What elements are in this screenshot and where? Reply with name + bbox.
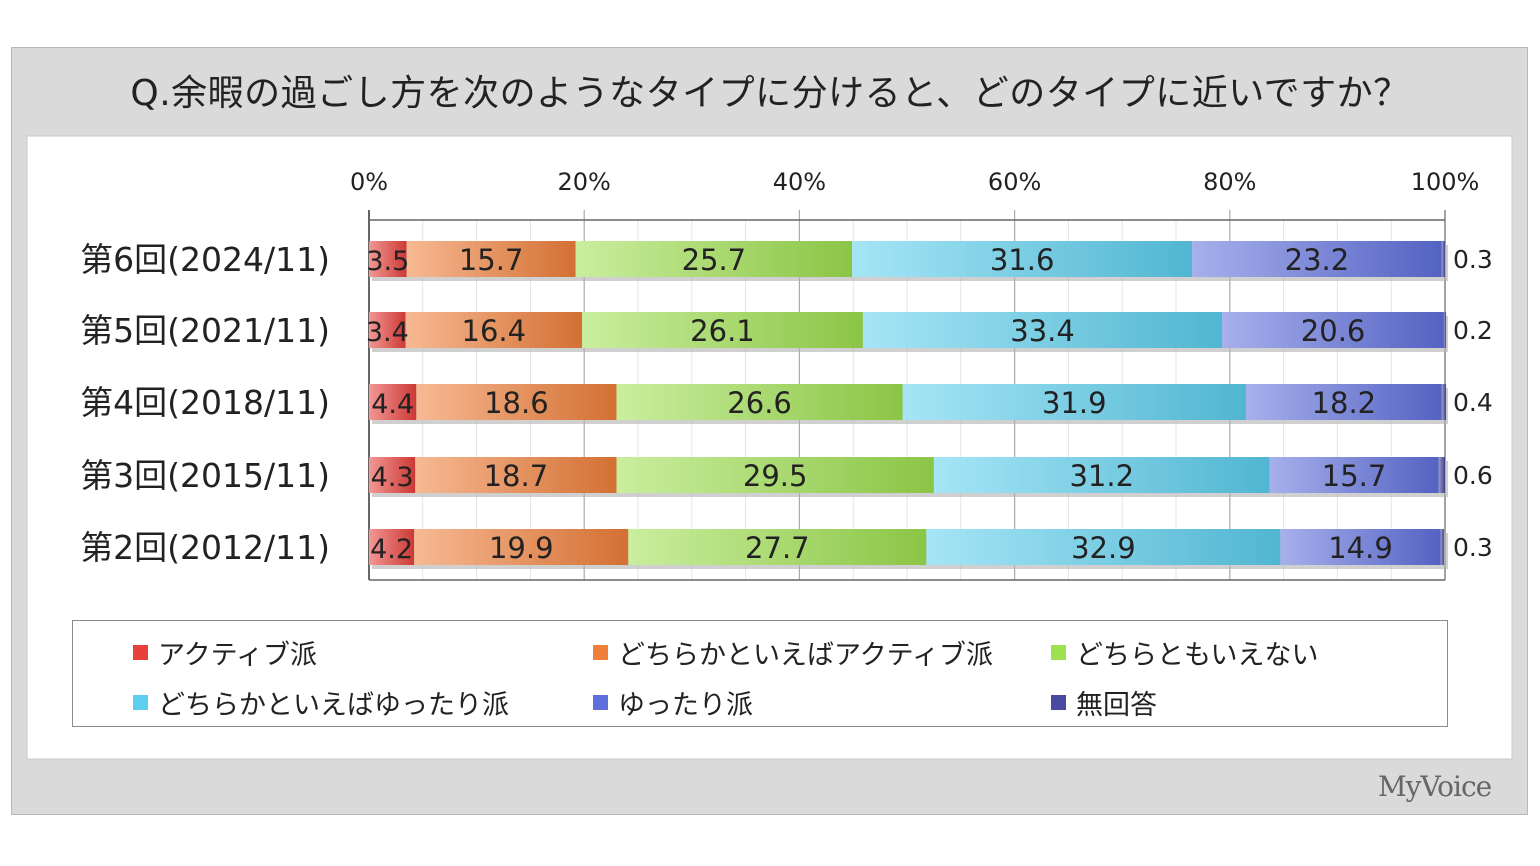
category-label: 第2回(2012/11) bbox=[80, 528, 330, 567]
legend-label: どちらともいえない bbox=[1076, 640, 1319, 671]
bar-segment bbox=[415, 457, 617, 493]
bar-segment bbox=[926, 529, 1281, 565]
data-label: 18.6 bbox=[484, 386, 549, 420]
bar-segment bbox=[369, 312, 406, 348]
data-label: 31.2 bbox=[1069, 459, 1134, 493]
data-label: 0.6 bbox=[1453, 461, 1493, 490]
bar-segment bbox=[406, 241, 576, 277]
legend-item: アクティブ派 bbox=[133, 633, 317, 672]
bar-segment bbox=[1438, 457, 1445, 493]
data-label: 4.3 bbox=[371, 462, 414, 493]
data-label: 3.4 bbox=[366, 317, 409, 348]
data-label: 19.9 bbox=[489, 531, 554, 565]
bar-segment bbox=[369, 384, 417, 420]
bar-segment bbox=[628, 529, 927, 565]
data-label: 29.5 bbox=[743, 459, 808, 493]
legend-swatch bbox=[133, 645, 148, 660]
data-label: 31.6 bbox=[990, 243, 1055, 277]
legend-item: 無回答 bbox=[1051, 683, 1157, 722]
bar-segment bbox=[1192, 241, 1442, 277]
legend-item: どちらかといえばアクティブ派 bbox=[593, 633, 993, 672]
bar-segment bbox=[414, 529, 629, 565]
legend-swatch bbox=[593, 645, 608, 660]
category-label: 第3回(2015/11) bbox=[80, 456, 330, 495]
data-label: 26.1 bbox=[690, 314, 755, 348]
bar-segment bbox=[1280, 529, 1441, 565]
bar-segment bbox=[1441, 384, 1447, 420]
data-label: 0.2 bbox=[1453, 316, 1493, 345]
legend-swatch bbox=[593, 695, 608, 710]
data-label: 31.9 bbox=[1042, 386, 1107, 420]
brand-logo: MyVoice bbox=[1378, 770, 1492, 803]
data-label: 3.5 bbox=[366, 246, 409, 277]
legend-label: ゆったり派 bbox=[618, 690, 753, 721]
data-label: 23.2 bbox=[1285, 243, 1350, 277]
bar-segment bbox=[933, 457, 1270, 493]
bar-segment bbox=[369, 457, 416, 493]
legend-label: アクティブ派 bbox=[158, 640, 318, 671]
data-label: 4.2 bbox=[370, 534, 413, 565]
bar-segment bbox=[369, 241, 407, 277]
bar-segment bbox=[1443, 312, 1447, 348]
x-tick-label: 20% bbox=[558, 168, 611, 196]
data-label: 18.7 bbox=[484, 459, 549, 493]
legend: アクティブ派 どちらかといえばアクティブ派 どちらともいえないどちらかといえばゆった… bbox=[72, 620, 1448, 727]
data-label: 15.7 bbox=[1322, 459, 1387, 493]
bar-segment bbox=[862, 312, 1223, 348]
bar-segment bbox=[405, 312, 583, 348]
bar-segment bbox=[1245, 384, 1442, 420]
category-label: 第4回(2018/11) bbox=[80, 383, 330, 422]
legend-item: どちらともいえない bbox=[1051, 633, 1318, 672]
data-label: 14.9 bbox=[1328, 531, 1393, 565]
data-label: 20.6 bbox=[1301, 314, 1366, 348]
bar-segment bbox=[616, 384, 903, 420]
x-tick-label: 80% bbox=[1203, 168, 1256, 196]
legend-swatch bbox=[1051, 695, 1066, 710]
data-label: 16.4 bbox=[462, 314, 527, 348]
data-label: 0.3 bbox=[1453, 245, 1493, 274]
data-label: 4.4 bbox=[371, 389, 414, 420]
data-label: 18.2 bbox=[1312, 386, 1377, 420]
bar-segment bbox=[582, 312, 863, 348]
legend-item: ゆったり派 bbox=[593, 683, 753, 722]
bar-segment bbox=[902, 384, 1246, 420]
data-label: 25.7 bbox=[682, 243, 747, 277]
bar-segment bbox=[1440, 529, 1444, 565]
bar-segment bbox=[1222, 312, 1444, 348]
bar-segment bbox=[416, 384, 617, 420]
bar-segment bbox=[1269, 457, 1439, 493]
data-label: 15.7 bbox=[459, 243, 524, 277]
x-tick-label: 100% bbox=[1411, 168, 1480, 196]
legend-swatch bbox=[1051, 645, 1066, 660]
legend-item: どちらかといえばゆったり派 bbox=[133, 683, 509, 722]
bar-segment bbox=[575, 241, 853, 277]
x-tick-label: 40% bbox=[773, 168, 826, 196]
bar-segment bbox=[369, 529, 415, 565]
bar-segment bbox=[1441, 241, 1445, 277]
legend-swatch bbox=[133, 695, 148, 710]
data-label: 26.6 bbox=[727, 386, 792, 420]
bar-segment bbox=[852, 241, 1193, 277]
category-label: 第6回(2024/11) bbox=[80, 240, 330, 279]
legend-label: どちらかといえばゆったり派 bbox=[158, 690, 509, 721]
legend-label: どちらかといえばアクティブ派 bbox=[618, 640, 994, 671]
data-label: 32.9 bbox=[1071, 531, 1136, 565]
data-label: 33.4 bbox=[1010, 314, 1075, 348]
x-tick-label: 0% bbox=[350, 168, 388, 196]
chart-title: Q.余暇の過ごし方を次のようなタイプに分けると、どのタイプに近いですか？ bbox=[130, 73, 1410, 114]
x-tick-label: 60% bbox=[988, 168, 1041, 196]
bar-segment bbox=[616, 457, 934, 493]
data-label: 27.7 bbox=[745, 531, 810, 565]
category-label: 第5回(2021/11) bbox=[80, 311, 330, 350]
data-label: 0.4 bbox=[1453, 388, 1493, 417]
data-label: 0.3 bbox=[1453, 533, 1493, 562]
legend-label: 無回答 bbox=[1076, 690, 1157, 721]
